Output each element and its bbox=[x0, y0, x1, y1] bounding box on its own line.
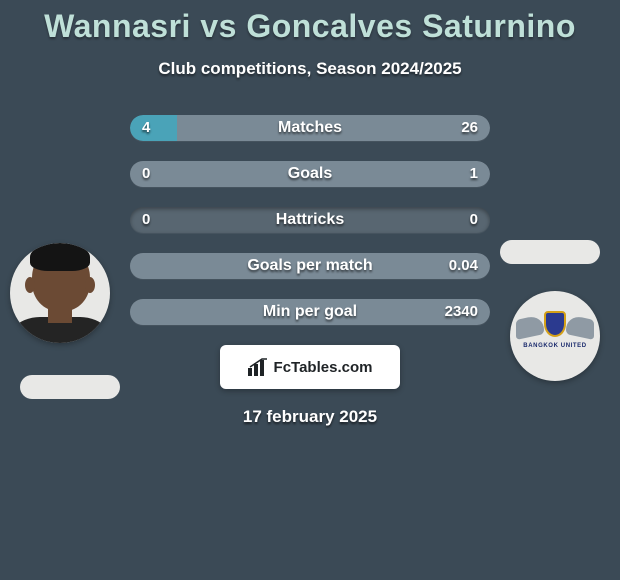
stat-row: Goals per match0.04 bbox=[130, 253, 490, 279]
bar-chart-icon bbox=[248, 358, 268, 376]
stat-bar-p2 bbox=[177, 115, 490, 141]
page-title: Wannasri vs Goncalves Saturnino bbox=[0, 0, 620, 45]
stat-row: Goals01 bbox=[130, 161, 490, 187]
stat-row: Min per goal2340 bbox=[130, 299, 490, 325]
player1-club-pill bbox=[20, 375, 120, 399]
date-line: 17 february 2025 bbox=[0, 407, 620, 427]
stat-bars: Matches426 Goals01 Hattricks00 Goals per ma… bbox=[130, 115, 490, 325]
page-subtitle: Club competitions, Season 2024/2025 bbox=[0, 59, 620, 79]
stat-row: Matches426 bbox=[130, 115, 490, 141]
branding-text: FcTables.com bbox=[274, 359, 373, 376]
stat-bar-p2 bbox=[130, 299, 490, 325]
player1-avatar bbox=[10, 243, 110, 343]
branding-badge: FcTables.com bbox=[220, 345, 400, 389]
stat-bar-p2 bbox=[130, 253, 490, 279]
stat-row: Hattricks00 bbox=[130, 207, 490, 233]
player2-avatar-pill bbox=[500, 240, 600, 264]
player2-club-logo: BANGKOK UNITED bbox=[510, 291, 600, 381]
player2-club-text: BANGKOK UNITED bbox=[520, 343, 590, 349]
stat-bar-p1 bbox=[130, 115, 177, 141]
comparison-chart: BANGKOK UNITED Matches426Goals01Hattrick… bbox=[0, 115, 620, 325]
stat-bar-p2 bbox=[130, 161, 490, 187]
